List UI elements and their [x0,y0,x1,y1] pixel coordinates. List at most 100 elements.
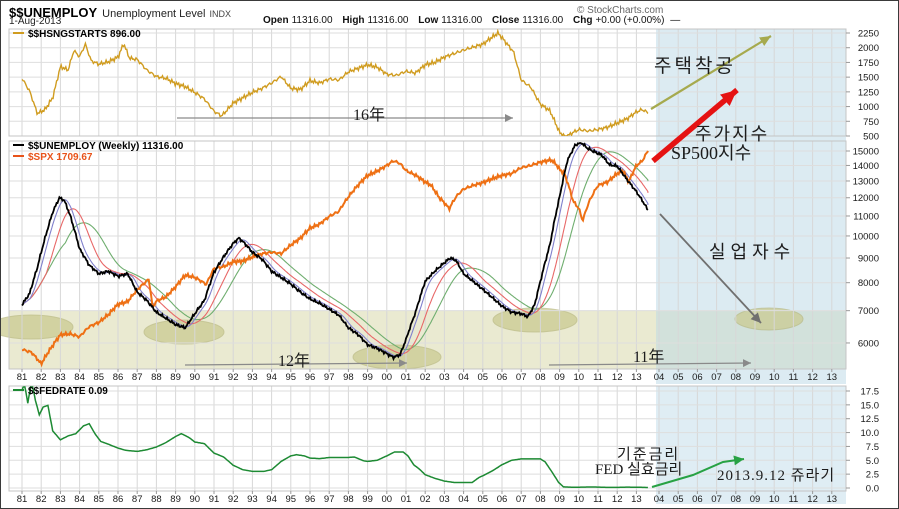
x-axis-tick-label: 96 [305,372,316,383]
arrow-fedrate-projection [651,455,745,488]
x-axis-tick-label: 81 [17,372,28,383]
x-axis-tick-label: 90 [190,494,201,505]
x-axis-tick-label: 83 [55,372,66,383]
x-axis-tick-label: 94 [266,372,277,383]
x-axis-tick-label: 12 [612,372,623,383]
x-axis-tick-label: 94 [266,494,277,505]
y-axis-tick-label: 7000 [858,306,879,317]
y-axis-tick-label: 2250 [858,29,879,40]
background-regions [1,29,846,504]
y-axis-tick-label: 5.0 [866,456,879,467]
x-axis-tick-label: 85 [94,494,105,505]
legend-spx-label: $SPX 1709.67 [28,152,93,163]
y-axis-tick-label: 12000 [853,193,879,204]
y-axis-tick-label: 17.5 [861,386,880,397]
x-axis-tick-label: 06 [692,494,703,505]
chart-date: 1-Aug-2013 [9,16,62,27]
low-label: Low [418,15,439,26]
x-axis-tick-label: 99 [362,494,373,505]
legend-spx: $SPX 1709.67 [13,152,93,163]
projection-region-upper [656,29,846,384]
x-axis-tick-label: 89 [170,372,181,383]
arrow-unemployment-projection [659,213,762,324]
x-axis-tick-label: 84 [74,372,85,383]
x-axis-tick-label: 89 [170,494,181,505]
x-axis-tick-label: 11 [788,372,798,383]
x-axis-tick-label: 98 [343,372,354,383]
y-axis-tick-label: 15000 [853,147,879,158]
x-axis-tick-label: 97 [324,494,335,505]
chg-dash-icon: — [670,15,681,26]
y-axis-tick-label: 12.5 [861,414,880,425]
cycle-bottom-ellipse [143,319,225,345]
x-axis-tick-label: 96 [305,494,316,505]
x-axis-tick-label: 12 [807,372,818,383]
x-axis-tick-label: 08 [731,494,742,505]
x-axis-tick-label: 03 [439,494,450,505]
unemployment-line [21,142,649,362]
x-axis-tick-label: 00 [382,372,393,383]
x-axis-tick-label: 10 [574,494,585,505]
x-axis-tick-label: 93 [247,494,258,505]
projection-region-lower [656,386,846,504]
open-label: Open [263,15,289,26]
x-axis-tick-label: 82 [36,494,47,505]
y-axis-tick-label: 14000 [853,161,879,172]
x-axis-tick-label: 93 [247,372,258,383]
y-axis-tick-label: 6000 [858,338,879,349]
x-axis-tick-label: 85 [94,372,105,383]
legend-unemployment-label: $$UNEMPLOY (Weekly) 11316.00 [28,141,184,152]
ma-long-line [21,151,649,351]
x-axis-tick-label: 88 [151,372,162,383]
x-axis-tick-label: 06 [497,372,508,383]
y-axis-tick-label: 1000 [858,102,879,113]
x-axis-tick-label: 97 [324,372,335,383]
arrow-11-years [548,359,752,368]
annotation-stock-index-line1: 주가지수 [695,124,770,144]
x-axis-tick-label: 06 [692,372,703,383]
fedrate-line-swatch-icon [13,389,24,392]
x-axis-tick-label: 02 [420,494,431,505]
y-axis-tick-label: 13000 [853,176,879,187]
x-axis-tick-label: 11 [788,494,798,505]
annotation-unemployment: 실업자수 [709,242,796,262]
x-axis-tick-label: 90 [190,372,201,383]
high-label: High [342,15,365,26]
legend-housing-label: $$HSNGSTARTS 896.00 [28,29,141,40]
legend-housing-starts: $$HSNGSTARTS 896.00 [13,29,141,40]
x-axis-tick-label: 12 [612,494,623,505]
y-axis-tick-label: 10000 [853,231,879,242]
y-axis-tick-label: 1500 [858,73,879,84]
x-axis-tick-label: 08 [535,372,546,383]
axis-labels: 2250200017501500125010007505001500014000… [17,29,879,506]
unemploy-line-swatch-icon [13,144,24,147]
annotation-fed-rate-line1: 기준금리 [617,447,681,463]
x-axis-tick-label: 10 [769,372,780,383]
y-axis-tick-label: 2000 [858,43,879,54]
x-axis-tick-label: 13 [631,372,642,383]
x-axis-tick-label: 04 [654,494,665,505]
y-axis-tick-label: 8000 [858,278,879,289]
open-value: 11316.00 [291,15,333,26]
cycle-bottom-ellipse [1,314,74,340]
x-axis-tick-label: 11 [593,372,603,383]
y-axis-tick-label: 2.5 [866,470,879,481]
x-axis-tick-label: 95 [286,372,297,383]
copyright-label: © StockCharts.com [577,5,664,16]
x-axis-tick-label: 03 [439,372,450,383]
x-axis-tick-label: 91 [209,372,220,383]
x-axis-tick-label: 83 [55,494,66,505]
x-axis-tick-label: 13 [827,494,838,505]
annotation-housing-starts: 주택착공 [654,56,736,77]
low-value: 11316.00 [441,15,483,26]
x-axis-tick-label: 09 [750,494,761,505]
x-axis-tick-label: 08 [535,494,546,505]
y-axis-tick-label: 750 [863,117,879,128]
x-axis-tick-label: 01 [401,494,412,505]
chg-label: Chg [573,15,593,26]
x-axis-tick-label: 00 [382,494,393,505]
housing-starts-line [21,29,649,136]
x-axis-tick-label: 99 [362,372,373,383]
arrow-12-years [184,359,408,368]
